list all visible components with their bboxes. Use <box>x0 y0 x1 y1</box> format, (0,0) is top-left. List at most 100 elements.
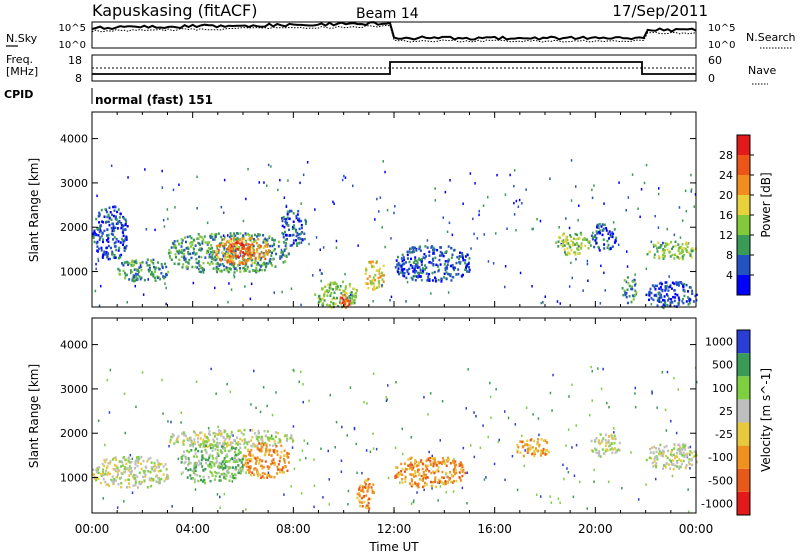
vel-speckle <box>365 449 368 452</box>
vel-speckle <box>597 367 599 370</box>
power-cell <box>317 297 320 300</box>
vel-cell <box>267 467 270 470</box>
power-speckle <box>690 190 692 193</box>
vel-cell <box>155 466 158 469</box>
power-cell <box>437 278 440 282</box>
power-cell <box>342 280 344 284</box>
power-cell <box>148 270 151 273</box>
power-cell <box>249 248 252 252</box>
power-speckle <box>314 208 316 211</box>
power-cell <box>222 264 225 268</box>
vel-cell <box>220 432 223 435</box>
vel-speckle <box>602 367 604 371</box>
vel-cell <box>279 456 282 460</box>
power-cell <box>665 287 668 290</box>
power-cell <box>230 240 233 243</box>
power-cell <box>369 282 372 285</box>
power-cell <box>107 233 110 237</box>
vel-speckle <box>387 476 390 480</box>
power-cell <box>564 239 567 242</box>
vel-speckle <box>168 444 170 448</box>
vel-cell <box>655 465 658 468</box>
vel-cell <box>211 446 214 449</box>
power-speckle <box>558 226 560 229</box>
vel-cell <box>458 463 461 466</box>
power-cell <box>433 252 436 255</box>
power-cell <box>184 260 187 263</box>
power-cell <box>225 250 228 254</box>
power-cell <box>415 263 417 266</box>
vel-speckle <box>437 499 439 502</box>
power-cell <box>459 262 462 265</box>
power-cell <box>204 256 207 259</box>
vel-cell <box>124 466 127 469</box>
power-cell <box>328 289 331 292</box>
power-cell <box>416 276 419 279</box>
vel-cell <box>271 444 274 448</box>
power-cell <box>242 247 245 250</box>
power-cell <box>614 239 617 243</box>
power-speckle <box>604 289 606 292</box>
power-cell <box>379 275 382 278</box>
vel-cell <box>154 464 156 468</box>
vel-cell <box>97 477 100 481</box>
power-cell <box>125 238 128 241</box>
vel-cell <box>279 455 282 458</box>
xaxis-tick-label: 00:00 <box>679 522 714 536</box>
vel-speckle <box>567 471 570 474</box>
power-cell <box>376 269 379 272</box>
power-speckle <box>139 264 142 267</box>
power-cell <box>122 224 125 227</box>
vel-cell <box>524 443 527 446</box>
power-cell <box>244 262 247 265</box>
power-cell <box>287 210 289 214</box>
power-cell <box>328 304 331 307</box>
vel-cell <box>183 461 186 465</box>
power-cell <box>465 264 468 268</box>
power-cell <box>428 272 431 276</box>
power-cell <box>603 247 606 250</box>
vel-speckle <box>504 478 506 482</box>
vel-cell <box>679 447 682 450</box>
power-cell <box>97 234 100 237</box>
vel-cell <box>102 471 105 474</box>
vel-speckle <box>423 488 425 492</box>
power-cell <box>239 270 242 273</box>
power-cell <box>122 264 125 267</box>
power-cell <box>598 249 601 252</box>
power-cell <box>239 242 241 245</box>
power-cell <box>234 234 237 238</box>
power-cell <box>462 258 465 262</box>
vel-cell <box>360 489 362 492</box>
power-cell <box>222 255 225 258</box>
vel-cell <box>436 468 439 472</box>
vel-speckle <box>303 439 305 442</box>
power-cell <box>461 254 464 257</box>
vel-cell <box>358 500 361 504</box>
power-cell <box>296 231 299 235</box>
power-cell <box>187 247 190 250</box>
vel-speckle <box>329 393 331 397</box>
power-cell <box>374 273 377 277</box>
power-speckle <box>539 219 542 223</box>
vel-cell <box>196 474 199 477</box>
power-speckle <box>690 173 692 177</box>
power-cell <box>169 251 172 254</box>
power-cell <box>677 249 680 253</box>
vel-cell <box>199 437 202 440</box>
power-cell <box>671 253 674 257</box>
vel-cell <box>432 457 435 461</box>
vel-speckle <box>566 467 568 470</box>
power-cell <box>256 248 258 251</box>
vel-cell <box>428 470 431 473</box>
power-cell <box>121 231 124 234</box>
power-speckle <box>509 173 511 177</box>
power-cell <box>250 244 252 247</box>
vel-cell <box>200 450 203 453</box>
vel-cell <box>93 477 96 480</box>
vel-cell <box>437 478 440 482</box>
vel-cell <box>134 460 137 464</box>
vel-cell <box>409 461 412 465</box>
vel-cell <box>261 439 264 442</box>
vel-cell <box>458 471 461 474</box>
